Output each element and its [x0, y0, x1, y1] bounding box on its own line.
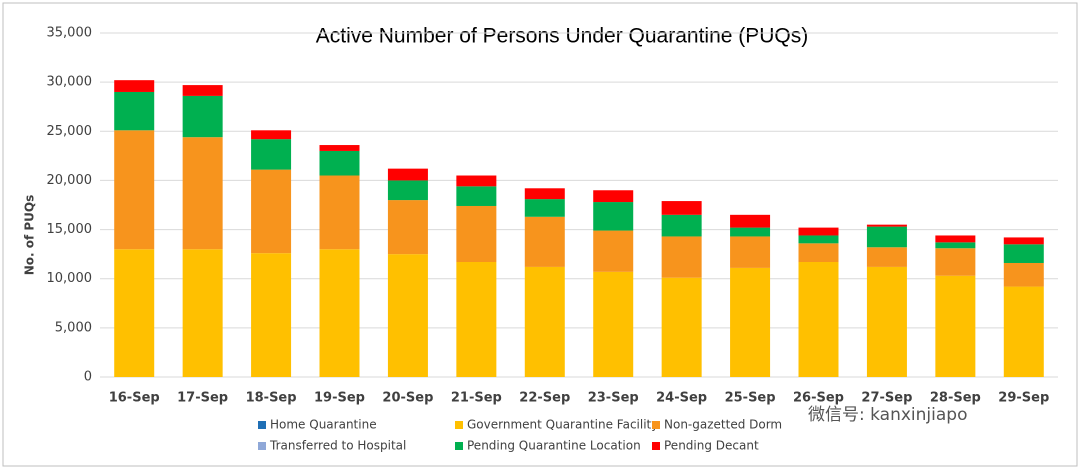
bar-segment [251, 169, 292, 254]
x-tick-label: 25-Sep [725, 391, 776, 406]
bar-segment [456, 205, 497, 263]
legend-swatch [652, 421, 660, 429]
bar-segment [319, 175, 360, 250]
y-tick-label: 15,000 [47, 222, 93, 237]
y-axis-label: No. of PUQs [23, 195, 37, 276]
bar-segment [593, 202, 634, 231]
x-tick-label: 24-Sep [656, 391, 707, 406]
bar-segment [661, 214, 702, 237]
bar-segment [319, 150, 360, 176]
watermark: 微信号: kanxinjiapo [808, 405, 967, 425]
legend-label: Non-gazetted Dorm [664, 418, 782, 432]
bar-segment [456, 262, 497, 377]
bar-segment [1003, 244, 1044, 263]
bar-segment [866, 224, 907, 227]
bar-segment [251, 253, 292, 377]
bar-segment [524, 266, 565, 377]
x-tick-label: 17-Sep [177, 391, 228, 406]
x-tick-label: 29-Sep [998, 391, 1049, 406]
x-tick-label: 21-Sep [451, 391, 502, 406]
bar-segment [730, 236, 771, 268]
bar-segment [730, 267, 771, 377]
bar-segment [798, 227, 839, 236]
x-tick-label: 18-Sep [246, 391, 297, 406]
y-tick-label: 20,000 [47, 173, 93, 188]
bar-segment [524, 188, 565, 200]
y-tick-label: 10,000 [47, 271, 93, 286]
bar-segment [661, 236, 702, 278]
bar-segment [593, 230, 634, 272]
bar-segment [661, 277, 702, 377]
y-tick-label: 25,000 [47, 124, 93, 139]
bar-segment [524, 216, 565, 267]
bar-segment [661, 201, 702, 215]
bar-segment [935, 235, 976, 243]
bar-segment [730, 214, 771, 228]
bar-segment [387, 200, 428, 255]
bar-segment [1003, 237, 1044, 245]
bar-segment [319, 145, 360, 151]
bar-segment [456, 186, 497, 206]
bar-segment [866, 226, 907, 248]
bar-segment [935, 248, 976, 276]
bar-segment [798, 243, 839, 263]
x-tick-label: 20-Sep [382, 391, 433, 406]
x-tick-label: 27-Sep [861, 391, 912, 406]
legend-swatch [455, 442, 463, 450]
bar-segment [251, 130, 292, 140]
bar-segment [114, 130, 155, 250]
bar-segment [182, 249, 223, 377]
bar-segment [593, 190, 634, 203]
legend-swatch [258, 421, 266, 429]
bar-segment [593, 271, 634, 377]
legend-swatch [455, 421, 463, 429]
y-tick-label: 0 [84, 370, 92, 385]
bar-segment [114, 80, 155, 92]
legend-label: Government Quarantine Facility [467, 418, 658, 432]
legend-swatch [258, 442, 266, 450]
legend-label: Home Quarantine [270, 418, 377, 432]
bar-segment [182, 95, 223, 138]
bar-segment [387, 180, 428, 201]
y-tick-label: 30,000 [47, 75, 93, 90]
x-tick-label: 16-Sep [109, 391, 160, 406]
bar-segment [387, 168, 428, 181]
bar-segment [319, 249, 360, 377]
y-tick-label: 35,000 [47, 26, 93, 41]
bar-segment [935, 275, 976, 377]
bar-segment [730, 227, 771, 237]
y-tick-label: 5,000 [55, 320, 92, 335]
bar-segment [387, 254, 428, 377]
legend-label: Transferred to Hospital [269, 439, 406, 453]
bar-segment [866, 247, 907, 267]
legend-label: Pending Decant [664, 439, 759, 453]
bar-segment [114, 91, 155, 131]
x-tick-label: 23-Sep [588, 391, 639, 406]
bar-segment [798, 235, 839, 244]
legend-label: Pending Quarantine Location [467, 439, 641, 453]
bar-segment [251, 139, 292, 170]
bar-segment [866, 266, 907, 377]
bar-segment [798, 262, 839, 377]
bar-segment [1003, 262, 1044, 287]
bar-segment [524, 199, 565, 217]
x-tick-label: 26-Sep [793, 391, 844, 406]
bar-segment [114, 249, 155, 377]
legend-swatch [652, 442, 660, 450]
bar-segment [935, 242, 976, 249]
bar-segment [1003, 286, 1044, 377]
x-tick-label: 22-Sep [519, 391, 570, 406]
chart-title: Active Number of Persons Under Quarantin… [316, 25, 809, 48]
bar-segment [182, 137, 223, 250]
bar-segment [182, 85, 223, 96]
bar-segment [456, 175, 497, 187]
x-tick-label: 28-Sep [930, 391, 981, 406]
x-tick-label: 19-Sep [314, 391, 365, 406]
